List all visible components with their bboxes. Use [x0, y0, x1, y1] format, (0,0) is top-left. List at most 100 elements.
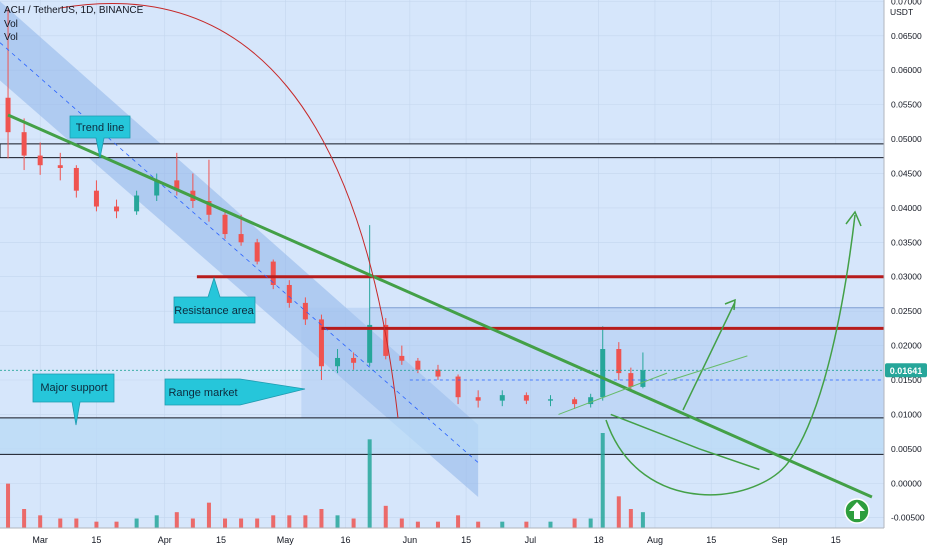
- volume-bar: [154, 515, 159, 528]
- price-tick-label: 0.04500: [891, 168, 922, 178]
- time-tick-label: 15: [216, 535, 226, 545]
- candle[interactable]: [206, 159, 212, 222]
- candle-body: [351, 357, 357, 363]
- candle-body: [475, 397, 481, 401]
- candle[interactable]: [588, 393, 594, 408]
- price-tick-label: 0.04000: [891, 203, 922, 213]
- candle-body: [616, 349, 622, 374]
- volume-bar: [22, 509, 27, 528]
- time-tick-label: 15: [91, 535, 101, 545]
- price-tick-label: 0.03500: [891, 237, 922, 247]
- callout-trend-line-text: Trend line: [76, 122, 125, 134]
- price-tick-label: 0.05500: [891, 100, 922, 110]
- candle-body: [335, 357, 341, 367]
- time-tick-label: Jul: [525, 535, 537, 545]
- candle[interactable]: [572, 397, 578, 409]
- candle-body: [57, 165, 63, 168]
- candle[interactable]: [523, 392, 529, 405]
- rising-support-extension[interactable]: [670, 355, 748, 381]
- time-tick-label: 15: [706, 535, 716, 545]
- major-support-zone: [0, 417, 884, 455]
- candle[interactable]: [57, 152, 63, 181]
- candle[interactable]: [302, 297, 308, 325]
- volume-bar: [548, 521, 553, 528]
- candle-body: [523, 395, 529, 401]
- volume-bar: [588, 518, 593, 528]
- candle[interactable]: [37, 142, 43, 175]
- candle[interactable]: [93, 180, 99, 212]
- candle[interactable]: [286, 280, 292, 308]
- projection-arrowhead-1: [845, 210, 862, 227]
- price-tick-label: 0.06500: [891, 31, 922, 41]
- candle[interactable]: [114, 199, 120, 219]
- callouts-layer[interactable]: Trend line Resistance area Major support…: [32, 115, 306, 426]
- volume-bar: [640, 512, 645, 528]
- callout-resistance-area[interactable]: Resistance area: [173, 276, 256, 324]
- candle-body: [499, 395, 505, 401]
- volume-bar: [456, 515, 461, 528]
- trend-line[interactable]: [7, 113, 873, 499]
- candle[interactable]: [475, 390, 481, 408]
- candle-body: [399, 355, 405, 361]
- projection-curve-down-up[interactable]: [605, 214, 856, 496]
- candle[interactable]: [238, 214, 244, 246]
- last-price-value: 0.01641: [890, 366, 923, 376]
- candle[interactable]: [134, 190, 140, 215]
- drawings-layer[interactable]: [0, 3, 884, 499]
- price-ticks: 0.07000 0.06500 0.06000 0.05500 0.05000 0.045…: [891, 0, 925, 523]
- volume-bar: [399, 518, 404, 528]
- candle-body: [93, 190, 99, 207]
- callout-major-support[interactable]: Major support: [32, 373, 115, 426]
- projection-path-up[interactable]: [682, 301, 736, 411]
- volume-bar: [174, 512, 179, 528]
- candle[interactable]: [73, 165, 79, 198]
- price-tick-label: 0.00500: [891, 444, 922, 454]
- time-tick-label: Mar: [32, 535, 48, 545]
- price-tick-label: 0.07000: [891, 0, 922, 6]
- candle[interactable]: [600, 326, 606, 401]
- candle[interactable]: [222, 211, 228, 239]
- volume-bar: [383, 505, 388, 528]
- volume-indicator-label-2: Vol: [4, 32, 18, 43]
- candle[interactable]: [499, 390, 505, 407]
- candles-layer[interactable]: [5, 8, 646, 409]
- volume-bar: [435, 521, 440, 528]
- volume-bar: [524, 521, 529, 528]
- projection-path-a[interactable]: [610, 413, 760, 471]
- candle[interactable]: [616, 342, 622, 380]
- time-tick-label: May: [277, 535, 295, 545]
- candle[interactable]: [318, 314, 324, 380]
- volume-bar: [319, 509, 324, 528]
- candle-body: [206, 201, 212, 215]
- candle-body: [286, 284, 292, 303]
- candle[interactable]: [383, 318, 389, 360]
- projection-arc[interactable]: [59, 3, 399, 419]
- candle[interactable]: [435, 364, 441, 380]
- candle[interactable]: [351, 352, 357, 370]
- candle[interactable]: [455, 374, 461, 405]
- rising-support-line[interactable]: [558, 372, 668, 415]
- price-axis-unit: USDT: [890, 7, 913, 17]
- candle[interactable]: [547, 395, 553, 407]
- callout-range-market[interactable]: Range market: [164, 378, 306, 406]
- scroll-up-button[interactable]: [844, 498, 870, 524]
- candle[interactable]: [399, 345, 405, 365]
- volume-bar: [114, 521, 119, 528]
- volume-bar: [303, 515, 308, 528]
- candle[interactable]: [367, 225, 373, 367]
- volume-bar: [335, 515, 340, 528]
- candle-body: [238, 234, 244, 243]
- callout-trend-line[interactable]: Trend line: [69, 115, 131, 159]
- price-axis[interactable]: [884, 0, 932, 550]
- candle[interactable]: [21, 118, 27, 171]
- price-tick-label: 0.02500: [891, 306, 922, 316]
- candle[interactable]: [270, 259, 276, 290]
- candle-body: [134, 195, 140, 212]
- candle[interactable]: [254, 238, 260, 265]
- candle[interactable]: [154, 173, 160, 202]
- candle[interactable]: [335, 349, 341, 374]
- channel-midline: [0, 42, 479, 463]
- time-axis[interactable]: [0, 528, 884, 550]
